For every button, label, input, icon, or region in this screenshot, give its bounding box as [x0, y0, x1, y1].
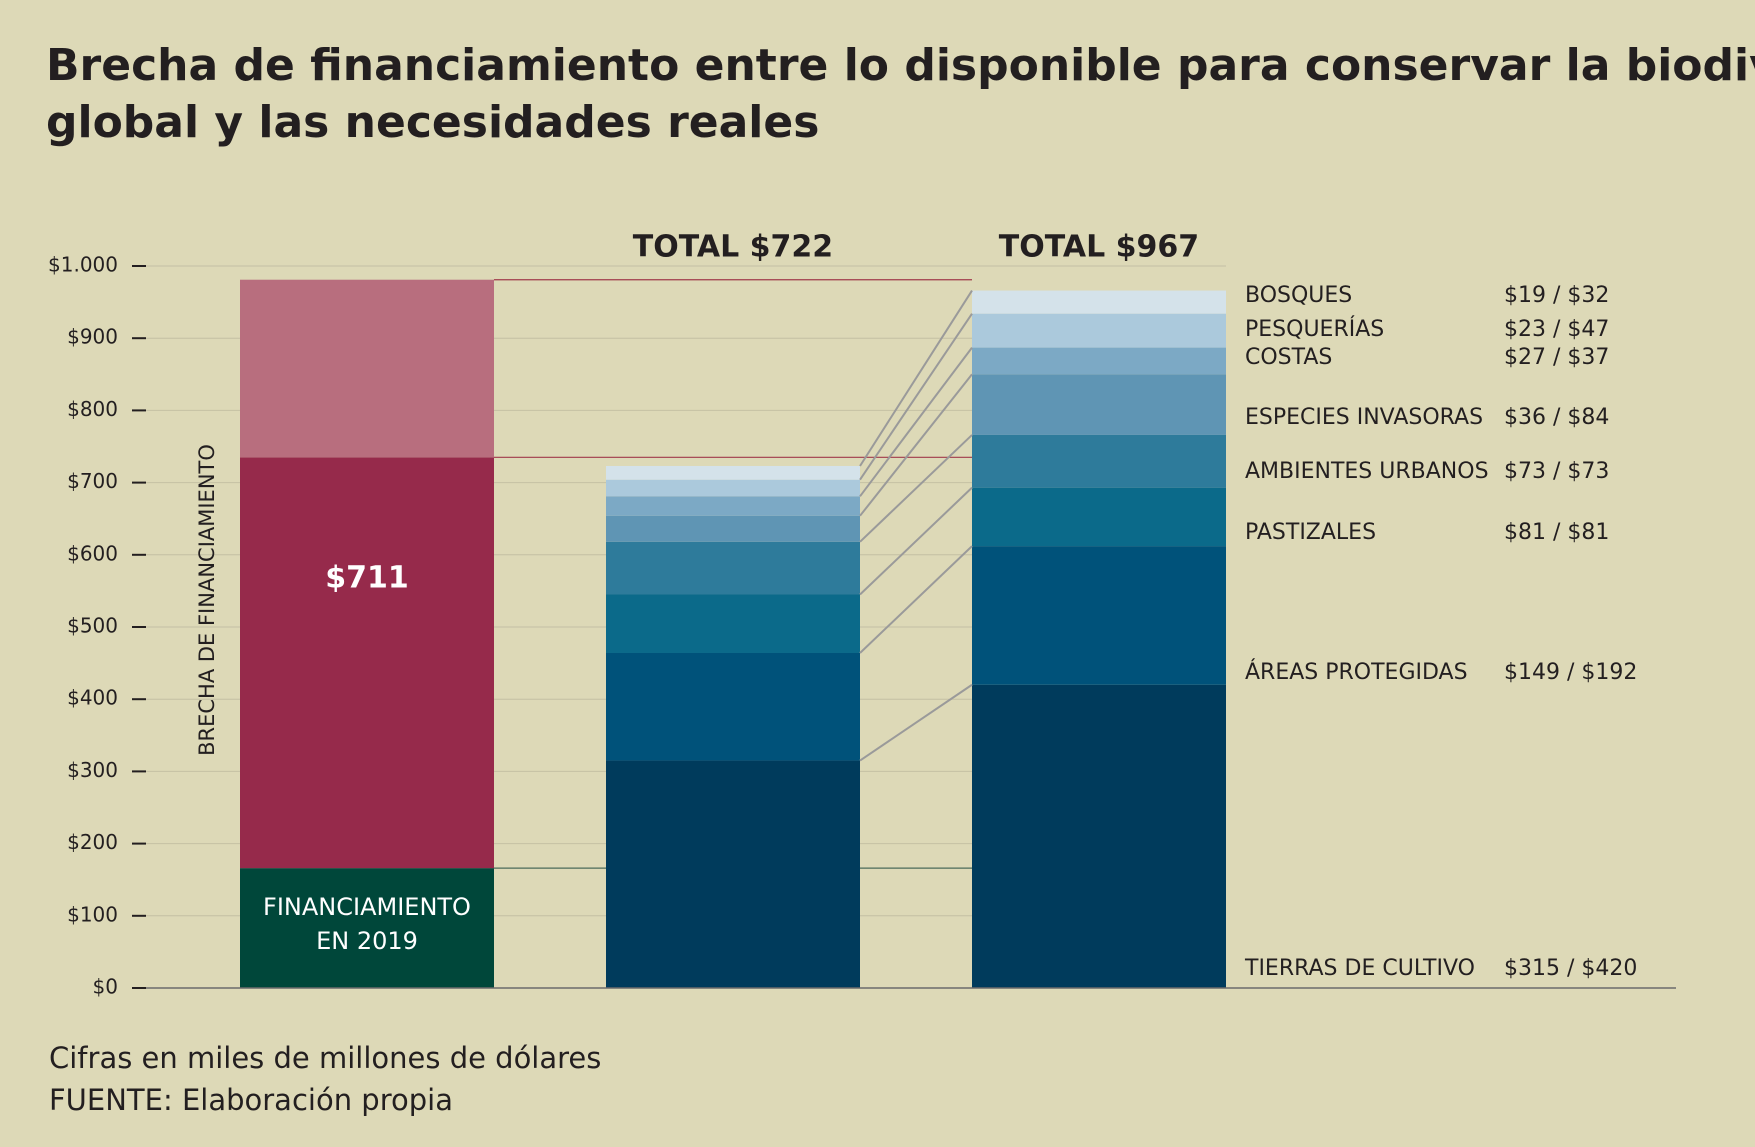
bar-segment	[972, 546, 1226, 685]
y-tick-label: $600	[67, 541, 118, 565]
y-tick-label: $300	[67, 758, 118, 782]
category-values: $73 / $73	[1504, 459, 1609, 484]
category-label: TIERRAS DE CULTIVO	[1244, 956, 1475, 981]
bar-segment	[972, 434, 1226, 488]
connector	[859, 313, 973, 481]
note: Cifras en miles de millones de dólares	[49, 1041, 601, 1075]
total-label: TOTAL $722	[633, 230, 833, 265]
category-values: $23 / $47	[1504, 317, 1609, 342]
category-label: PASTIZALES	[1245, 520, 1376, 545]
connector	[859, 373, 973, 517]
category-values: $149 / $192	[1504, 660, 1637, 685]
category-values: $19 / $32	[1504, 283, 1609, 308]
category-values: $81 / $81	[1504, 520, 1609, 545]
bar-segment	[606, 760, 860, 988]
chart-title: Brecha de financiamiento entre lo dispon…	[46, 40, 1755, 91]
bar-segment	[972, 487, 1226, 547]
bar-segment	[606, 541, 860, 595]
y-tick-label: $700	[67, 469, 118, 493]
y-tick-label: $0	[93, 975, 118, 999]
gap-segment	[240, 279, 494, 458]
connector	[859, 486, 973, 596]
y-tick-label: $200	[67, 830, 118, 854]
bar-segment	[972, 290, 1226, 314]
bar-segment	[606, 465, 860, 480]
y-tick-label: $100	[67, 902, 118, 926]
connector	[859, 683, 973, 762]
category-label: BOSQUES	[1245, 283, 1352, 308]
bar-segment	[972, 313, 1226, 348]
category-values: $36 / $84	[1504, 405, 1609, 430]
category-label: ÁREAS PROTEGIDAS	[1245, 659, 1468, 685]
segment-label: FINANCIAMIENTO	[263, 893, 471, 921]
bar-segment	[606, 496, 860, 516]
category-label: PESQUERÍAS	[1245, 316, 1384, 342]
y-tick-label: $900	[67, 325, 118, 349]
axis-label: BRECHA DE FINANCIAMIENTO	[195, 444, 219, 756]
chart-title: global y las necesidades reales	[46, 97, 819, 148]
connector	[859, 290, 973, 467]
category-label: AMBIENTES URBANOS	[1245, 459, 1489, 484]
y-tick-label: $500	[67, 614, 118, 638]
segment-label: EN 2019	[316, 927, 418, 955]
category-values: $315 / $420	[1504, 956, 1637, 981]
bar-segment	[972, 374, 1226, 435]
total-label: TOTAL $967	[999, 230, 1199, 265]
y-tick-label: $1.000	[48, 253, 118, 277]
bar-segment	[606, 515, 860, 542]
note: FUENTE: Elaboración propia	[49, 1083, 453, 1117]
connector	[859, 346, 973, 497]
connector	[859, 434, 973, 543]
segment-label: $711	[325, 561, 409, 596]
bar-segment	[606, 594, 860, 653]
bar-segment	[972, 347, 1226, 375]
y-tick-label: $400	[67, 686, 118, 710]
category-label: ESPECIES INVASORAS	[1245, 405, 1483, 430]
y-tick-label: $800	[67, 397, 118, 421]
bar-segment	[606, 479, 860, 497]
gap-segment	[240, 457, 494, 869]
connector	[859, 545, 973, 654]
category-label: COSTAS	[1245, 345, 1332, 370]
gap-segment	[240, 868, 494, 988]
bar-segment	[606, 652, 860, 761]
bar-segment	[972, 684, 1226, 988]
category-values: $27 / $37	[1504, 345, 1609, 370]
